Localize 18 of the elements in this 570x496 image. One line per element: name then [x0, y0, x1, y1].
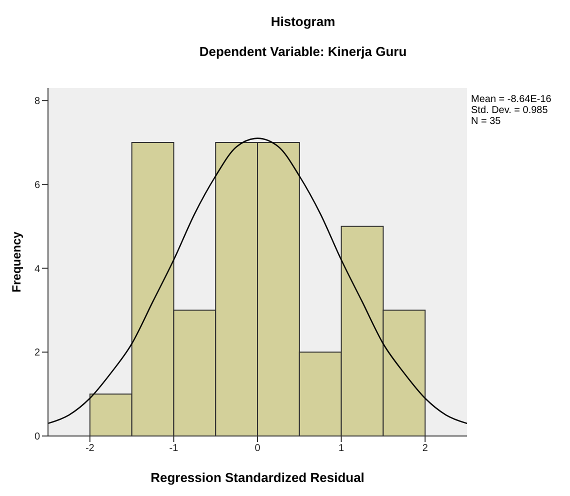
text: Mean = -8.64E-16	[471, 94, 552, 105]
chart-subtitle: Dependent Variable: Kinerja Guru	[198, 44, 408, 59]
line-series	[48, 138, 467, 424]
x-tick-label: 1	[338, 443, 345, 454]
chart-title: Histogram	[270, 14, 336, 29]
x-tick-label: -1	[169, 443, 179, 454]
y-tick-label: 0	[34, 432, 40, 443]
x-tick-label: 2	[422, 443, 428, 454]
x-tick-label: 0	[254, 443, 261, 454]
y-axis-title: Frequency	[9, 231, 24, 292]
x-tick-label: -2	[85, 443, 95, 454]
y-tick-label: 8	[34, 96, 40, 108]
y-tick-label: 4	[34, 264, 40, 275]
x-axis-title: Regression Standardized Residual	[150, 470, 364, 485]
text: N = 35	[471, 116, 502, 127]
y-tick-label: 6	[34, 180, 40, 191]
text: Std. Dev. = 0.985	[471, 105, 549, 116]
y-tick-label: 2	[34, 348, 40, 359]
